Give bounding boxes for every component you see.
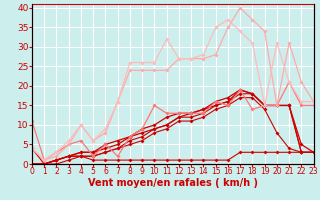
X-axis label: Vent moyen/en rafales ( km/h ): Vent moyen/en rafales ( km/h ) bbox=[88, 178, 258, 188]
